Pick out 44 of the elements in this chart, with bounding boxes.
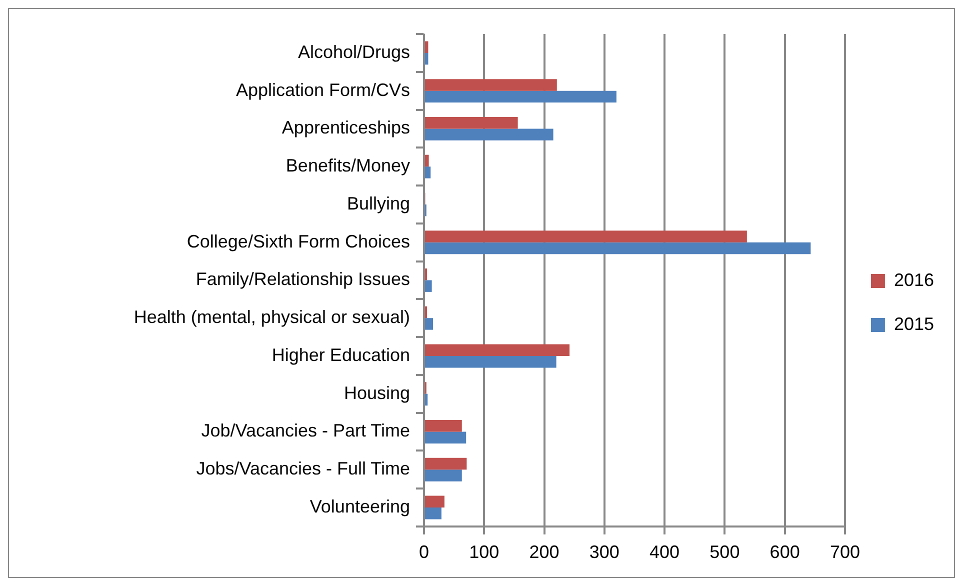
y-tick-label: Application Form/CVs: [236, 80, 410, 100]
bar: [425, 507, 442, 520]
legend-label: 2016: [894, 270, 934, 290]
bar: [425, 394, 428, 406]
y-tick-label: Benefits/Money: [286, 156, 410, 176]
y-tick-label: Alcohol/Drugs: [298, 42, 410, 62]
x-tick-label: 0: [418, 542, 430, 562]
bar: [425, 318, 434, 330]
y-tick-label: Housing: [344, 382, 410, 403]
bar: [425, 52, 428, 65]
y-tick-label: Jobs/Vacancies - Full Time: [196, 458, 410, 479]
bar: [425, 420, 462, 432]
x-tick-label: 100: [469, 542, 500, 562]
bar: [425, 356, 556, 368]
x-tick-label: 200: [529, 542, 560, 562]
y-tick-label: Bullying: [346, 193, 410, 214]
bar: [425, 496, 444, 508]
bar: [425, 242, 811, 254]
x-tick-label: 300: [589, 542, 620, 562]
y-tick-label: Higher Education: [272, 344, 410, 365]
bar: [425, 230, 747, 242]
bar: [425, 90, 616, 103]
legend-label: 2015: [894, 314, 934, 334]
x-tick-label: 600: [770, 542, 800, 562]
bar: [425, 470, 462, 482]
bar: [425, 280, 432, 292]
y-tick-label: College/Sixth Form Choices: [186, 231, 410, 252]
y-tick-label: Job/Vacancies - Part Time: [201, 420, 410, 441]
bar: [425, 154, 429, 167]
x-tick-label: 400: [650, 542, 680, 562]
bar: [425, 79, 557, 91]
bar: [425, 458, 467, 470]
y-tick-label: Health (mental, physical or sexual): [134, 307, 410, 328]
x-tick-label: 700: [830, 542, 860, 562]
bar: [425, 128, 554, 140]
bar: [425, 344, 570, 356]
bar: [425, 432, 466, 444]
bar: [425, 166, 431, 178]
bar: [425, 116, 518, 129]
x-tick-label: 500: [710, 542, 740, 562]
bar: [425, 41, 428, 53]
y-tick-label: Volunteering: [310, 496, 410, 516]
y-tick-label: Family/Relationship Issues: [196, 269, 410, 290]
y-tick-label: Apprenticeships: [282, 118, 410, 138]
